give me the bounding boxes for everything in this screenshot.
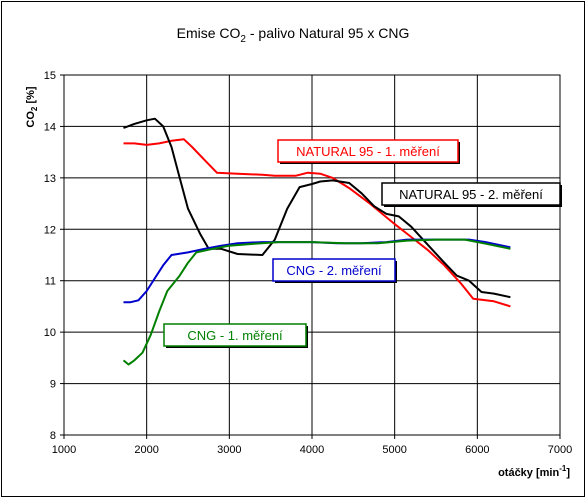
series-label-box-3 (272, 258, 396, 282)
plot-border (63, 74, 561, 436)
series-label-2: NATURAL 95 - 2. měření (399, 187, 543, 202)
y-tick-label-13: 13 (44, 173, 56, 185)
tick-labels: 8 9 10 11 12 13 14 15 1000 2000 3000 4000 5000 6000 70… (44, 70, 572, 456)
series-label-box-4 (163, 323, 307, 347)
x-tick-label-1000: 1000 (52, 444, 76, 456)
chart-title: Emise CO2 - palivo Natural 95 x CNG (177, 25, 410, 45)
series-label-1: NATURAL 95 - 1. měření (296, 144, 440, 159)
y-tick-label-14: 14 (44, 121, 56, 133)
x-tick-label-2000: 2000 (134, 444, 158, 456)
y-tick-label-10: 10 (44, 327, 56, 339)
series-label-3: CNG - 2. měření (286, 263, 382, 278)
x-tick-label-3000: 3000 (217, 444, 241, 456)
x-tick-label-4000: 4000 (300, 444, 324, 456)
series-line-1 (123, 138, 511, 308)
series-label-4: CNG - 1. měření (187, 328, 283, 343)
series-label-box-2 (381, 182, 561, 206)
y-tick-label-15: 15 (44, 70, 56, 82)
series-line-4 (122, 238, 511, 366)
series-labels: NATURAL 95 - 1. měření NATURAL 95 - 2. mě… (163, 139, 562, 348)
y-tick-label-8: 8 (50, 430, 56, 442)
x-axis-label: otáčky [min-1] (498, 464, 570, 479)
x-tick-label-7000: 7000 (548, 444, 572, 456)
x-tick-label-5000: 5000 (382, 444, 406, 456)
series-line-2 (123, 117, 511, 299)
series-label-box-1 (277, 139, 459, 163)
axes (63, 74, 561, 436)
y-tick-label-11: 11 (45, 276, 56, 288)
series-lines (122, 117, 511, 366)
y-tick-label-9: 9 (50, 379, 56, 391)
y-axis-label: CO2 [%] (25, 86, 39, 127)
y-tick-label-12: 12 (44, 224, 56, 236)
x-tick-label-6000: 6000 (465, 444, 489, 456)
